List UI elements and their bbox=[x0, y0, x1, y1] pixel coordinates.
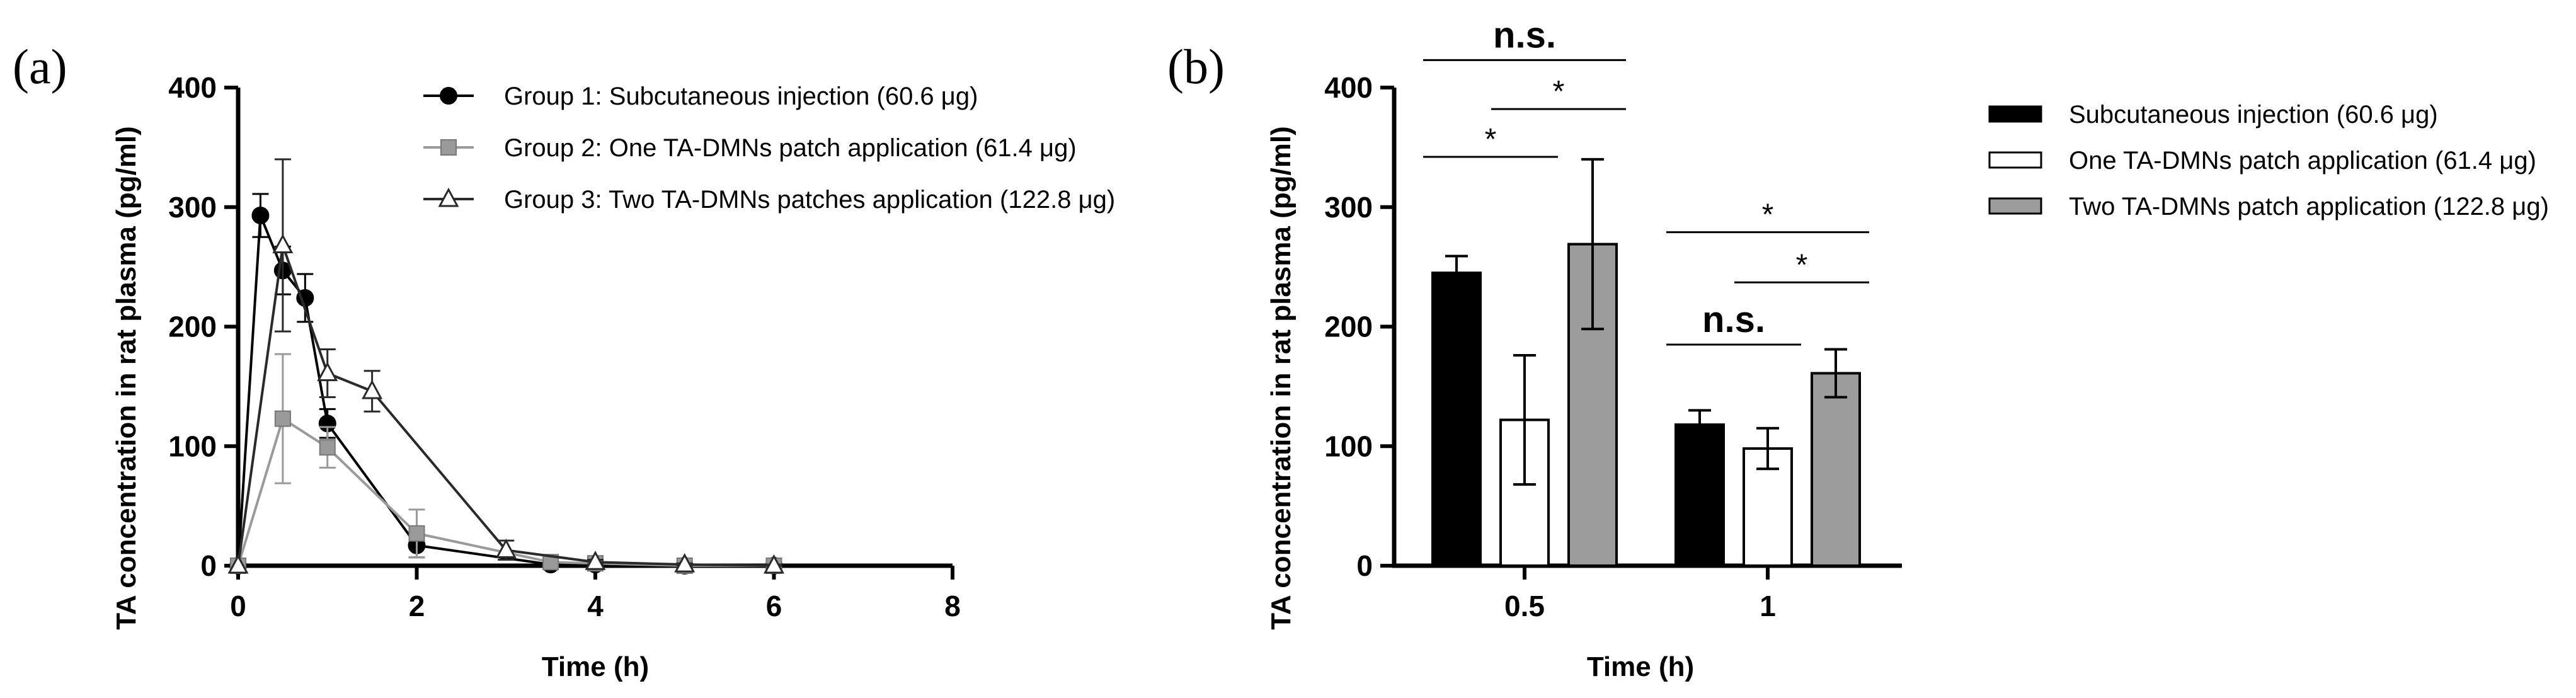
panel-a-legend: Group 1: Subcutaneous injection (60.6 μg… bbox=[423, 83, 1115, 214]
panel-a-data-point bbox=[319, 439, 336, 456]
panel-b-bar bbox=[1674, 423, 1725, 567]
panel-a-series bbox=[227, 158, 785, 575]
panel-b-y-tick-label: 200 bbox=[1324, 311, 1373, 343]
panel-a-y-axis-title: TA concentration in rat plasma (pg/ml) bbox=[111, 126, 142, 629]
panel-b-y-tick-label: 300 bbox=[1324, 191, 1373, 224]
panel-a-y-tick-label: 100 bbox=[168, 430, 217, 462]
panel-b-y-tick-label: 100 bbox=[1324, 430, 1373, 462]
panel-b-significance-label: * bbox=[1796, 248, 1808, 282]
panel-b-bar-chart: (b) TA concentration in rat plasma (pg/m… bbox=[1167, 14, 2549, 682]
panel-a-data-point bbox=[272, 234, 294, 253]
panel-a-data-point bbox=[674, 552, 696, 573]
panel-b-significance-label: * bbox=[1485, 123, 1497, 156]
panel-a-legend-label: Group 3: Two TA-DMNs patches application… bbox=[504, 186, 1115, 214]
panel-a-x-tick-label: 2 bbox=[409, 590, 425, 622]
panel-b-significance-label: * bbox=[1553, 75, 1565, 108]
panel-b-legend-swatch bbox=[1988, 197, 2042, 215]
panel-b-legend-label: Two TA-DMNs patch application (122.8 μg) bbox=[2069, 193, 2549, 220]
panel-b-label: (b) bbox=[1167, 39, 1225, 94]
panel-a-y-tick-label: 0 bbox=[200, 549, 217, 582]
panel-a-legend-marker bbox=[440, 87, 457, 105]
panel-b-legend-label: One TA-DMNs patch application (61.4 μg) bbox=[2069, 147, 2536, 174]
panel-a-y-tick-label: 400 bbox=[168, 71, 217, 104]
panel-a-legend-label: Group 2: One TA-DMNs patch application (… bbox=[504, 134, 1077, 162]
panel-a-data-point bbox=[408, 525, 425, 542]
panel-a-axes: 0 100 200 300 400 0 2 4 6 8 bbox=[168, 71, 961, 622]
panel-b-bar bbox=[1811, 372, 1861, 567]
panel-a-legend-marker bbox=[440, 139, 457, 156]
panel-b-significance-label: * bbox=[1762, 198, 1774, 232]
panel-a-data-point bbox=[227, 554, 249, 574]
panel-a-data-point bbox=[251, 207, 270, 225]
panel-a-legend-label: Group 1: Subcutaneous injection (60.6 μg… bbox=[504, 83, 978, 110]
panel-a-line-chart: (a) TA concentration in rat plasma (pg/m… bbox=[13, 39, 1115, 682]
panel-a-x-tick-label: 8 bbox=[944, 590, 961, 622]
panel-b-significance-annotations: n.s. * * n.s. * * bbox=[1423, 14, 1869, 346]
panel-a-series-line bbox=[237, 215, 774, 567]
panel-a-label: (a) bbox=[13, 39, 67, 94]
panel-a-data-point bbox=[274, 410, 291, 427]
panel-a-data-point bbox=[317, 362, 338, 382]
panel-b-y-tick-label: 400 bbox=[1324, 71, 1373, 104]
panel-b-x-tick-label: 1 bbox=[1760, 590, 1776, 622]
panel-a-y-tick-label: 300 bbox=[168, 191, 217, 224]
panel-b-y-axis-title: TA concentration in rat plasma (pg/ml) bbox=[1266, 126, 1297, 629]
panel-b-significance-label: n.s. bbox=[1493, 14, 1556, 55]
panel-a-series-group bbox=[227, 158, 785, 574]
panel-b-bar bbox=[1431, 272, 1482, 567]
panel-a-x-tick-label: 4 bbox=[587, 590, 604, 622]
panel-b-legend-label: Subcutaneous injection (60.6 μg) bbox=[2069, 101, 2438, 129]
panel-a-y-tick-label: 200 bbox=[168, 311, 217, 343]
panel-b-legend: Subcutaneous injection (60.6 μg) One TA-D… bbox=[1988, 101, 2549, 220]
panel-a-legend-marker bbox=[438, 187, 459, 207]
panel-a-x-tick-label: 0 bbox=[230, 590, 246, 622]
panel-b-x-tick-label: 0.5 bbox=[1504, 590, 1545, 622]
panel-a-series-line bbox=[237, 244, 774, 567]
panel-b-significance-label: n.s. bbox=[1702, 299, 1765, 340]
panel-a-x-axis-title: Time (h) bbox=[542, 651, 649, 682]
panel-a-data-point bbox=[362, 379, 383, 399]
panel-a-data-point bbox=[763, 554, 785, 574]
panel-a-series-group bbox=[229, 193, 783, 575]
panel-a-data-point bbox=[495, 539, 517, 558]
panel-b-x-axis-title: Time (h) bbox=[1587, 651, 1694, 682]
panel-a-x-tick-label: 6 bbox=[766, 590, 782, 622]
panel-a-data-point bbox=[585, 551, 606, 570]
panel-b-legend-swatch bbox=[1988, 151, 2042, 169]
panel-b-bars bbox=[1431, 157, 1861, 567]
panel-b-y-tick-label: 0 bbox=[1356, 549, 1373, 582]
panel-b-legend-swatch bbox=[1988, 105, 2042, 123]
